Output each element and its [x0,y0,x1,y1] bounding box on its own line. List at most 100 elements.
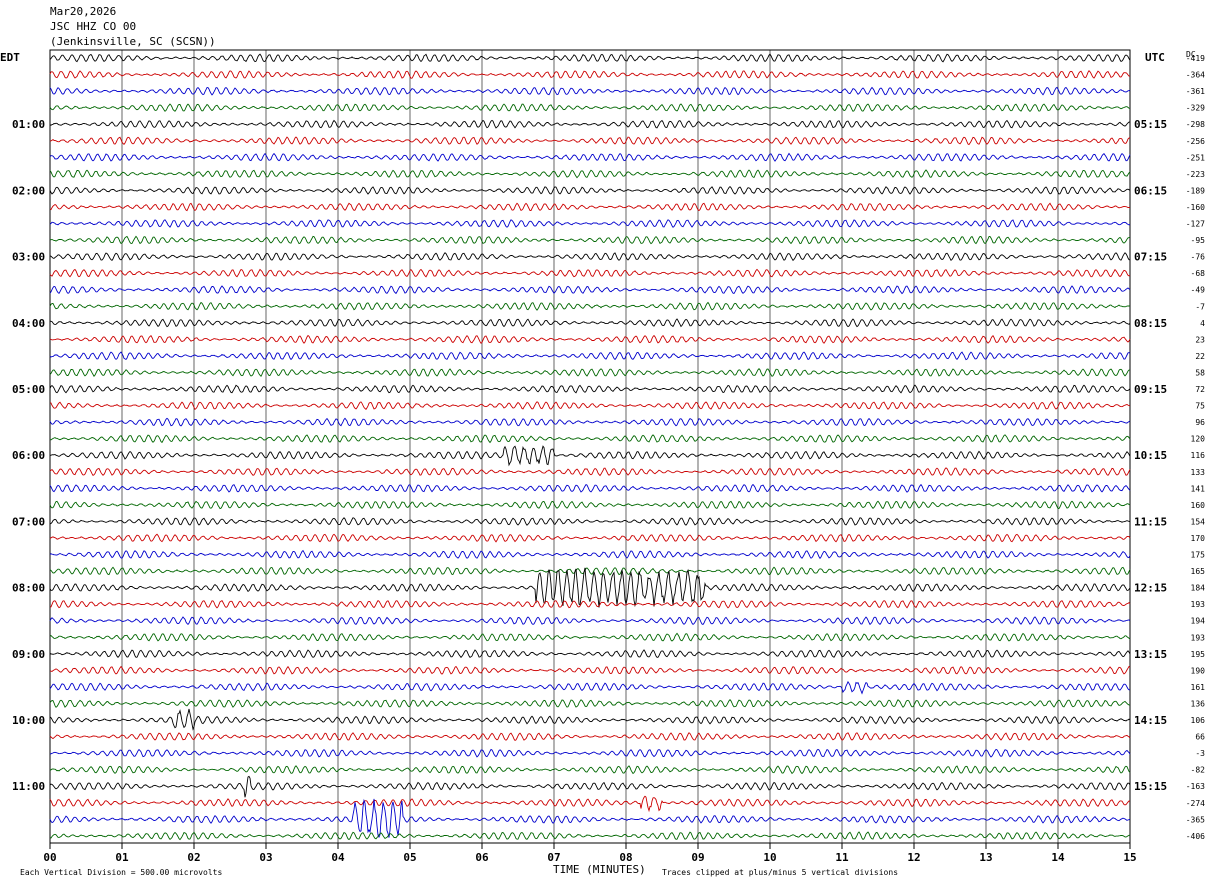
dc-offset-label: -406 [1186,832,1205,841]
clip-note: Traces clipped at plus/minus 5 vertical … [662,868,899,877]
trace-41 [49,708,1131,731]
x-tick-label: 00 [43,851,56,864]
trace-36 [49,632,1131,642]
trace-32 [49,566,1131,576]
plot-frame [49,49,1131,844]
dc-offset-label: 23 [1195,335,1205,344]
dc-label: DC [1186,50,1196,59]
dc-offset-label: 190 [1191,666,1206,675]
dc-offset-label: 72 [1195,385,1205,394]
trace-29 [49,517,1131,526]
dc-offset-label: 58 [1195,368,1205,377]
x-tick-label: 02 [187,851,200,864]
dc-offset-label: -189 [1186,186,1205,195]
edt-hour-label: 08:00 [12,582,45,595]
trace-1 [49,53,1131,63]
trace-10 [49,202,1130,212]
dc-offset-label: 193 [1191,633,1206,642]
utc-hour-label: 09:15 [1134,383,1167,396]
x-tick-label: 14 [1051,851,1065,864]
dc-offset-label: 136 [1191,699,1206,708]
dc-offset-label: -7 [1195,302,1205,311]
trace-9 [49,185,1131,195]
trace-5 [49,119,1131,129]
trace-4 [49,103,1131,113]
dc-offset-label: -274 [1186,799,1205,808]
trace-17 [49,318,1131,328]
trace-3 [49,86,1131,96]
dc-offset-label: 120 [1191,435,1206,444]
edt-hour-label: 04:00 [12,317,45,330]
trace-31 [49,549,1131,560]
dc-offset-label: -256 [1186,137,1205,146]
header-station: JSC HHZ CO 00 [50,20,137,33]
trace-33 [49,567,1131,608]
trace-6 [49,136,1131,146]
x-tick-label: 13 [979,851,992,864]
trace-39 [49,680,1130,695]
trace-20 [49,368,1131,377]
right-axis-label: UTC [1145,51,1165,64]
edt-hour-label: 06:00 [12,449,45,462]
edt-hour-label: 03:00 [12,251,45,264]
utc-hour-label: 12:15 [1134,582,1167,595]
trace-25 [49,445,1131,467]
x-axis-label: TIME (MINUTES) [553,863,646,876]
trace-47 [49,798,1131,839]
utc-hour-label: 06:15 [1134,184,1167,197]
dc-offset-label: -419 [1186,54,1205,63]
dc-offset-label: -160 [1186,203,1205,212]
x-tick-label: 12 [907,851,920,864]
trace-22 [49,401,1131,410]
edt-hour-label: 01:00 [12,118,45,131]
edt-hour-label: 07:00 [12,515,45,528]
trace-34 [49,599,1131,609]
dc-offset-label: -127 [1186,220,1205,229]
edt-hour-label: 11:00 [12,780,45,793]
dc-offset-label: -298 [1186,120,1205,129]
utc-hour-label: 08:15 [1134,317,1167,330]
dc-offset-label: -82 [1191,766,1206,775]
dc-offset-label: 193 [1191,600,1206,609]
left-axis-label: EDT [0,51,20,64]
dc-offset-label: 4 [1200,319,1205,328]
dc-offset-label: -329 [1186,104,1205,113]
dc-offset-label: -364 [1186,71,1205,80]
x-tick-label: 11 [835,851,849,864]
dc-offset-label: -251 [1186,153,1205,162]
x-tick-label: 09 [691,851,704,864]
utc-hour-label: 14:15 [1134,714,1167,727]
trace-13 [49,252,1131,262]
trace-8 [49,169,1131,179]
edt-hour-label: 02:00 [12,184,45,197]
x-tick-label: 05 [403,851,416,864]
x-tick-label: 07 [547,851,560,864]
edt-hour-label: 09:00 [12,648,45,661]
dc-offset-label: 154 [1191,517,1206,526]
x-tick-label: 04 [331,851,345,864]
dc-offset-label: 22 [1195,352,1205,361]
trace-30 [49,533,1131,543]
dc-offset-label: 96 [1195,418,1205,427]
utc-hour-label: 10:15 [1134,449,1167,462]
trace-44 [49,765,1131,775]
trace-37 [49,649,1131,659]
header-location: (Jenkinsville, SC (SCSN)) [50,35,216,48]
dc-offset-label: -49 [1191,286,1206,295]
x-tick-label: 03 [259,851,272,864]
dc-offset-label: 75 [1195,402,1205,411]
dc-offset-label: 170 [1191,534,1206,543]
dc-offset-label: 160 [1191,501,1206,510]
dc-offset-label: 116 [1191,451,1206,460]
utc-hour-label: 07:15 [1134,251,1167,264]
x-tick-label: 10 [763,851,776,864]
dc-offset-label: 133 [1191,468,1206,477]
dc-offset-label: 161 [1191,683,1206,692]
trace-21 [49,384,1131,394]
dc-offset-label: 175 [1191,551,1206,560]
dc-offset-label: -365 [1186,815,1205,824]
utc-hour-label: 15:15 [1134,780,1167,793]
trace-2 [49,69,1131,79]
trace-19 [49,351,1131,361]
